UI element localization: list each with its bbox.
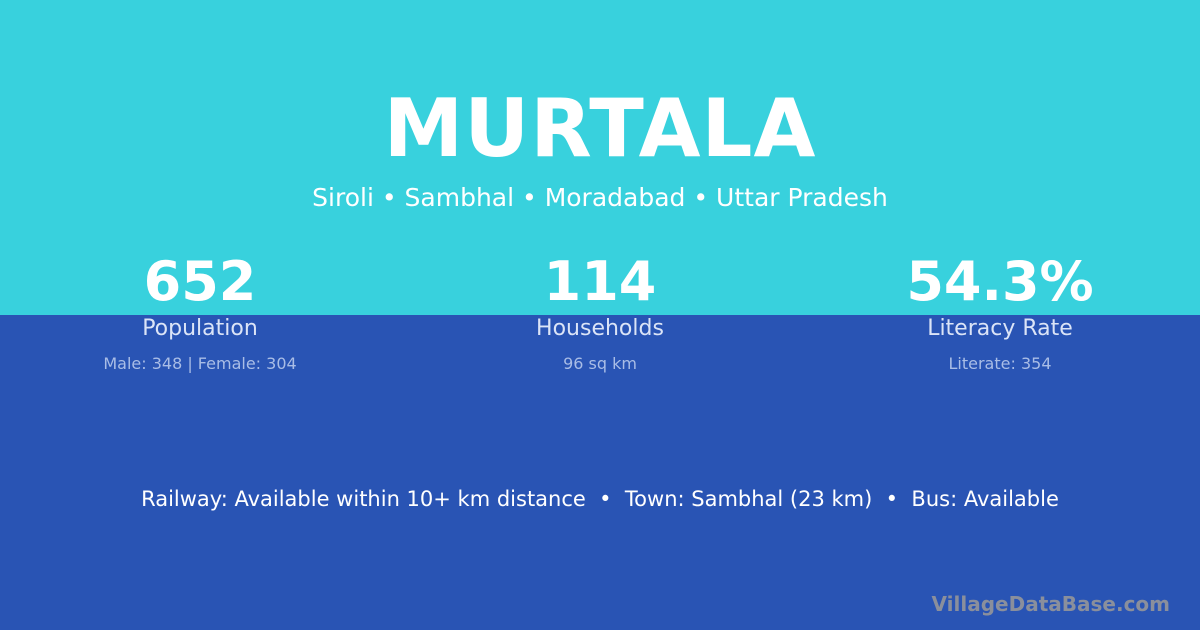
location-breadcrumb: Siroli • Sambhal • Moradabad • Uttar Pra… xyxy=(312,183,888,212)
connectivity-info: Railway: Available within 10+ km distanc… xyxy=(141,487,1059,511)
top-band xyxy=(0,0,1200,315)
stat-literacy: 54.3% Literacy Rate Literate: 354 xyxy=(800,0,1200,630)
stat-label: Households xyxy=(536,316,664,341)
bottom-band xyxy=(0,315,1200,630)
stat-detail: 96 sq km xyxy=(563,354,637,373)
stat-value: 54.3% xyxy=(906,250,1094,313)
stat-detail: Literate: 354 xyxy=(948,354,1052,373)
watermark: VillageDataBase.com xyxy=(931,592,1170,616)
stat-population: 652 Population Male: 348 | Female: 304 xyxy=(0,0,400,630)
stat-value: 652 xyxy=(143,250,257,313)
stat-detail: Male: 348 | Female: 304 xyxy=(103,354,297,373)
stat-label: Population xyxy=(142,316,258,341)
village-name: MURTALA xyxy=(383,82,817,175)
stat-value: 114 xyxy=(543,250,657,313)
stat-households: 114 Households 96 sq km xyxy=(400,0,800,630)
stat-label: Literacy Rate xyxy=(927,316,1073,341)
